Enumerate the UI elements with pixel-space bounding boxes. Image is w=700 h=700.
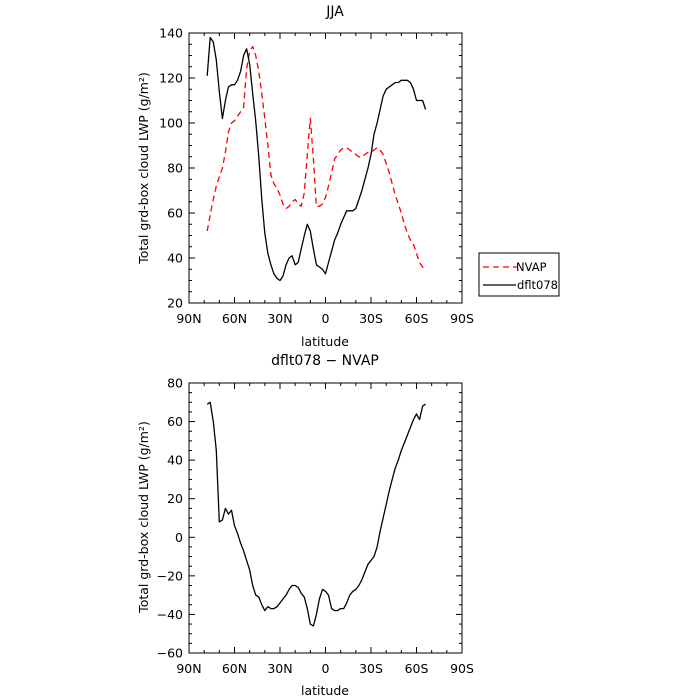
top-x-tick-label: 0 (322, 311, 330, 326)
bottom-x-tick-label: 60N (222, 661, 247, 676)
bottom-y-tick-label: −40 (157, 607, 183, 622)
bottom-x-tick-label: 90N (176, 661, 201, 676)
bottom-x-axis-label: latitude (301, 683, 349, 698)
top-x-tick-label: 60S (405, 311, 429, 326)
top-x-tick-labels: 90N 60N 30N 0 30S 60S 90S (176, 311, 474, 326)
top-x-tick-label: 30S (359, 311, 383, 326)
bottom-y-tick-label: 20 (167, 491, 183, 506)
bottom-series-lines (206, 401, 426, 627)
legend: NVAP dflt078 (478, 252, 560, 297)
bottom-y-tick-label: 40 (167, 453, 183, 468)
top-ticks-group (188, 32, 463, 304)
bottom-x-tick-label: 60S (405, 661, 429, 676)
top-y-tick-label: 20 (167, 296, 183, 311)
bottom-y-tick-label: 80 (167, 376, 183, 391)
top-x-tick-label: 90N (176, 311, 201, 326)
bottom-x-tick-label: 30S (359, 661, 383, 676)
top-y-tick-label: 100 (159, 116, 183, 131)
bottom-ticks-group (188, 382, 463, 654)
top-y-tick-label: 120 (159, 71, 183, 86)
top-y-tick-label: 140 (159, 26, 183, 41)
top-x-tick-label: 90S (450, 311, 474, 326)
legend-label-nvap: NVAP (516, 260, 547, 274)
top-y-tick-label: 40 (167, 251, 183, 266)
bottom-x-tick-labels: 90N 60N 30N 0 30S 60S 90S (176, 661, 474, 676)
top-panel-title: JJA (325, 4, 344, 20)
top-x-tick-label: 30N (267, 311, 292, 326)
bottom-panel: dflt078 − NVAP −60 −40 −20 0 20 40 60 80 90N 60N… (136, 353, 474, 698)
top-series-line-nvap (206, 45, 426, 270)
top-y-tick-label: 80 (167, 161, 183, 176)
top-x-tick-label: 60N (222, 311, 247, 326)
legend-box (478, 252, 560, 297)
bottom-y-tick-label: −20 (157, 568, 183, 583)
top-x-axis-label: latitude (301, 334, 349, 349)
top-series-lines (206, 36, 427, 282)
bottom-y-tick-labels: −60 −40 −20 0 20 40 60 80 (157, 376, 183, 661)
bottom-panel-title: dflt078 − NVAP (271, 353, 379, 369)
top-series-line-dflt078 (206, 36, 427, 282)
top-y-axis-label: Total grd-box cloud LWP (g/m²) (136, 72, 151, 265)
top-y-tick-label: 60 (167, 206, 183, 221)
bottom-x-tick-label: 0 (322, 661, 330, 676)
top-plot-frame (188, 32, 463, 304)
bottom-series-line-diff (206, 401, 426, 627)
bottom-x-tick-label: 30N (267, 661, 292, 676)
bottom-y-tick-label: 60 (167, 414, 183, 429)
top-y-tick-labels: 20 40 60 80 100 120 140 (159, 26, 183, 311)
legend-label-dflt078: dflt078 (517, 278, 558, 292)
bottom-x-tick-label: 90S (450, 661, 474, 676)
bottom-y-tick-label: −60 (157, 646, 183, 661)
bottom-y-axis-label: Total grd-box cloud LWP (g/m²) (136, 421, 151, 614)
bottom-y-tick-label: 0 (175, 530, 183, 545)
bottom-plot-frame (188, 382, 463, 654)
